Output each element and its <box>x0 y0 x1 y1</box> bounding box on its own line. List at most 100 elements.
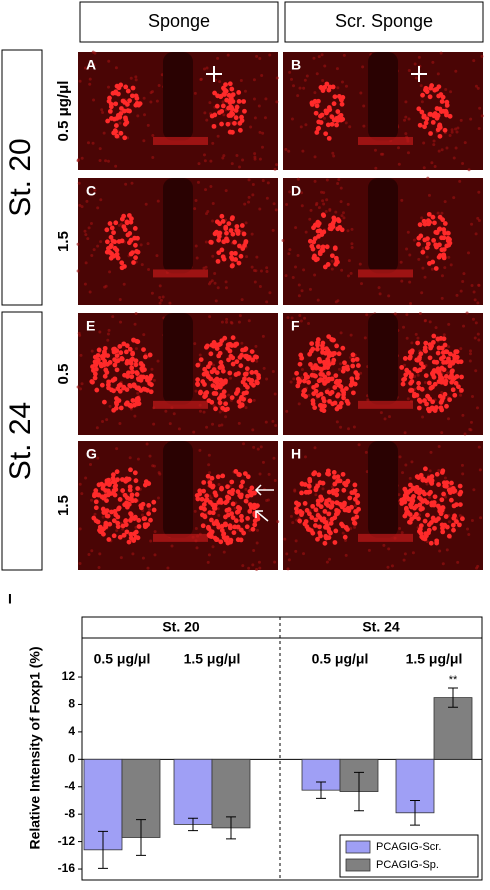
micrograph <box>283 311 483 436</box>
background-cell <box>403 431 407 435</box>
background-cell <box>254 269 258 273</box>
cell <box>236 90 242 95</box>
cell <box>335 474 341 480</box>
cell <box>118 130 124 136</box>
cell <box>119 106 124 111</box>
cell <box>437 242 442 248</box>
cell <box>201 488 207 494</box>
cell <box>218 94 224 100</box>
background-cell <box>225 317 229 321</box>
cell <box>436 254 442 260</box>
background-cell <box>387 547 391 551</box>
background-cell <box>331 151 335 155</box>
background-cell <box>461 472 465 476</box>
cell <box>415 340 421 346</box>
cell <box>209 113 215 119</box>
cell <box>235 537 241 543</box>
background-cell <box>265 270 269 274</box>
y-tick-label: 0 <box>68 751 75 765</box>
background-cell <box>443 266 447 270</box>
cell <box>216 353 222 359</box>
cell <box>450 377 456 382</box>
cell <box>249 370 255 375</box>
cell <box>213 385 219 391</box>
cell <box>433 242 439 248</box>
cell <box>209 517 214 523</box>
cell <box>151 507 157 513</box>
cell <box>335 478 340 484</box>
background-cell <box>86 141 90 145</box>
cell <box>109 225 115 231</box>
cell <box>237 506 243 511</box>
cell <box>116 239 122 244</box>
y-tick-label: -12 <box>58 834 76 848</box>
background-cell <box>271 369 275 373</box>
cell <box>133 93 139 99</box>
background-cell <box>423 381 427 385</box>
cell <box>221 532 226 538</box>
cell <box>347 495 353 501</box>
cell <box>247 508 253 514</box>
cell <box>145 387 150 393</box>
cell <box>407 519 413 525</box>
cell <box>229 216 235 222</box>
cell <box>317 515 323 520</box>
cell <box>342 500 347 506</box>
background-cell <box>414 332 418 336</box>
cell <box>440 529 446 535</box>
cell <box>195 382 201 387</box>
cell <box>454 374 460 379</box>
cell <box>208 239 214 245</box>
cell <box>426 530 431 536</box>
cell <box>93 499 99 505</box>
cell <box>324 244 330 250</box>
cell <box>336 382 342 388</box>
background-cell <box>136 391 140 395</box>
background-cell <box>442 333 446 337</box>
cell <box>440 468 446 474</box>
background-cell <box>274 424 278 428</box>
background-cell <box>344 121 348 125</box>
background-cell <box>305 74 309 78</box>
background-cell <box>302 86 306 90</box>
cell <box>224 230 229 236</box>
cell <box>214 376 220 382</box>
background-cell <box>83 282 87 286</box>
background-cell <box>347 259 351 263</box>
cell <box>436 516 441 522</box>
cell <box>448 487 454 493</box>
background-cell <box>284 274 288 278</box>
neural-tube <box>368 441 398 538</box>
background-cell <box>164 409 168 413</box>
cell <box>428 540 434 546</box>
background-cell <box>299 319 303 323</box>
background-cell <box>207 463 211 467</box>
background-cell <box>432 143 436 147</box>
cell <box>224 535 230 541</box>
cell <box>142 367 147 373</box>
cell <box>452 488 458 494</box>
cell <box>326 511 332 517</box>
background-cell <box>76 385 80 389</box>
cell <box>114 116 120 121</box>
cell <box>311 225 316 231</box>
background-cell <box>97 565 101 569</box>
cell <box>93 366 99 372</box>
cell <box>311 373 317 378</box>
background-cell <box>322 116 326 120</box>
cell <box>241 231 247 237</box>
cell <box>454 519 459 524</box>
cell <box>95 357 101 363</box>
cell <box>342 480 347 486</box>
background-cell <box>216 56 220 60</box>
cell <box>201 502 207 507</box>
background-cell <box>382 543 386 547</box>
x-category-label: 0.5 μg/μl <box>94 651 151 667</box>
cell <box>241 99 247 104</box>
cell <box>112 362 118 368</box>
cell <box>237 354 243 360</box>
cell <box>113 101 119 107</box>
cell <box>421 113 427 119</box>
background-cell <box>206 560 210 564</box>
cell <box>316 244 321 250</box>
